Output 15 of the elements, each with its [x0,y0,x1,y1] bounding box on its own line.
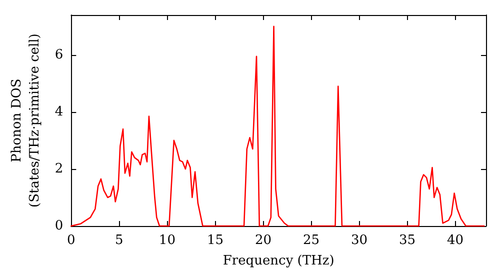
x-tick-label: 0 [67,233,76,248]
x-tick-label: 25 [302,233,320,248]
x-tick-label: 35 [398,233,416,248]
y-tick-label: 0 [54,218,64,234]
y-tick-label: 2 [54,161,64,176]
y-tick-label: 6 [54,47,64,62]
x-tick-label: 5 [115,233,124,248]
y-tick-label: 4 [54,104,64,120]
y-axis-title: Phonon DOS (States/THz·primitive cell) [10,33,42,208]
x-tick-label: 40 [447,233,464,248]
x-axis-title: Frequency (THz) [222,253,334,268]
x-tick-label: 20 [254,233,272,248]
x-tick-label: 10 [158,233,176,248]
x-tick-label: 15 [206,233,224,248]
x-tick-label: 30 [350,233,368,248]
